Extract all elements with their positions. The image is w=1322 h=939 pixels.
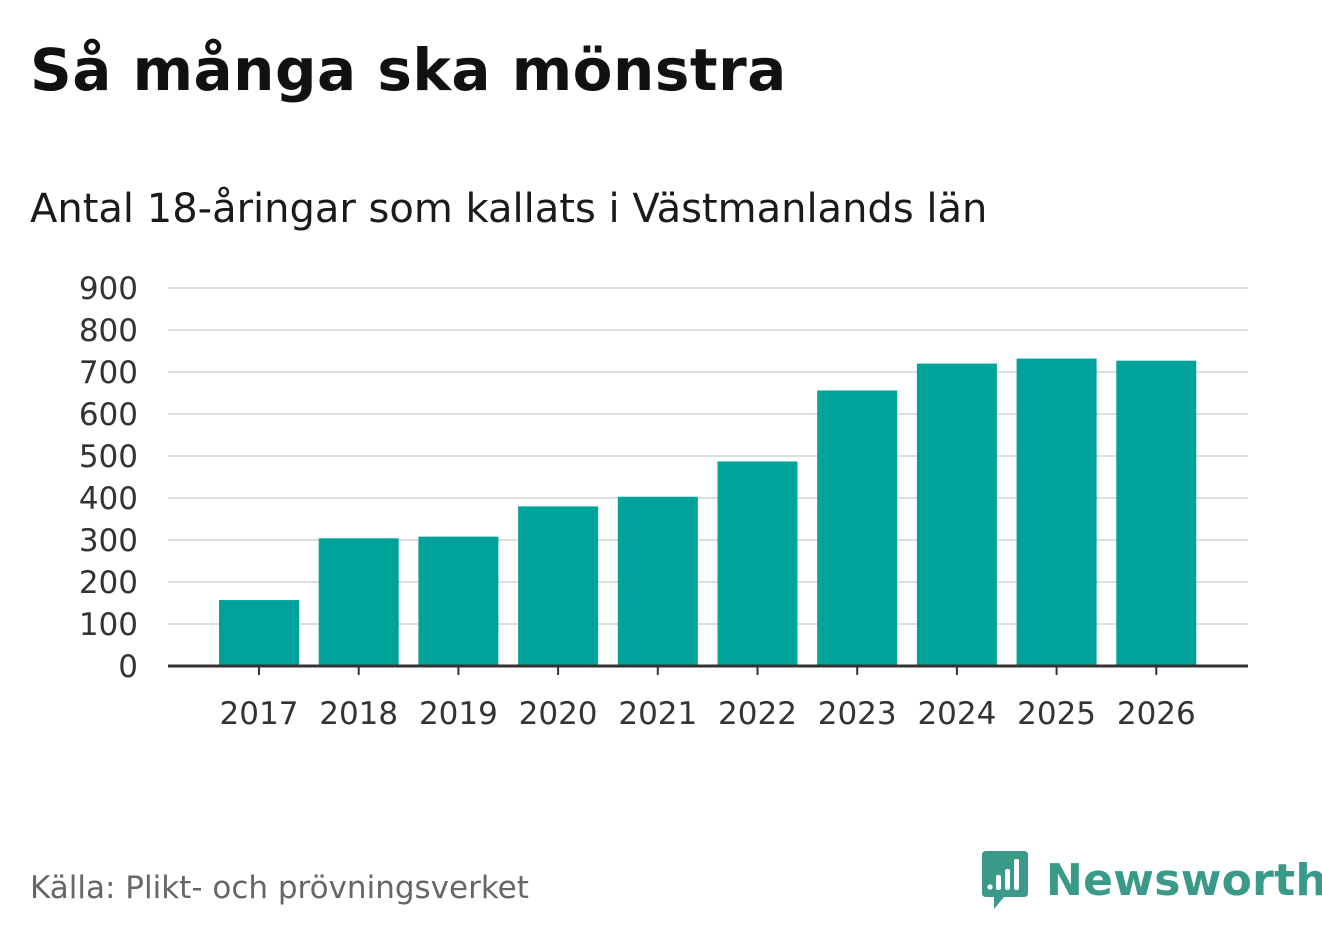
x-tick-label-2017: 2017 bbox=[220, 696, 299, 732]
chart-subtitle: Antal 18-åringar som kallats i Västmanla… bbox=[30, 186, 988, 232]
bar-2022 bbox=[717, 461, 798, 666]
bar-2017 bbox=[219, 600, 299, 666]
x-axis-tick-labels: 2017 2018 2019 2020 2021 2022 2023 2024 2025 2026 bbox=[220, 696, 1196, 732]
y-tick-label-500: 500 bbox=[79, 439, 138, 475]
x-tick-label-2021: 2021 bbox=[618, 696, 697, 732]
y-tick-label-100: 100 bbox=[79, 607, 138, 643]
y-tick-label-300: 300 bbox=[79, 523, 138, 559]
bar-2024 bbox=[916, 363, 997, 666]
brand-logo[interactable]: Newsworthy bbox=[980, 848, 1322, 912]
y-tick-label-600: 600 bbox=[79, 397, 138, 433]
bar-2019 bbox=[418, 536, 499, 666]
y-tick-label-400: 400 bbox=[79, 481, 138, 517]
bars bbox=[219, 358, 1197, 666]
brand-name: Newsworthy bbox=[1046, 854, 1322, 906]
y-axis-tick-labels: 0 100 200 300 400 500 600 700 800 900 bbox=[79, 271, 138, 685]
x-tick-label-2018: 2018 bbox=[319, 696, 398, 732]
bar-2018 bbox=[318, 538, 399, 666]
x-tick-label-2019: 2019 bbox=[419, 696, 498, 732]
y-tick-label-900: 900 bbox=[79, 271, 138, 307]
bar-2026 bbox=[1116, 360, 1197, 666]
x-tick-label-2022: 2022 bbox=[718, 696, 797, 732]
bar-2025 bbox=[1016, 358, 1097, 666]
y-tick-label-0: 0 bbox=[118, 649, 138, 685]
y-tick-label-700: 700 bbox=[79, 355, 138, 391]
x-tick-label-2025: 2025 bbox=[1017, 696, 1096, 732]
source-note: Källa: Plikt- och prövningsverket bbox=[30, 870, 529, 906]
chart-title: Så många ska mönstra bbox=[30, 36, 787, 104]
bar-chart-speech-bubble-icon bbox=[982, 851, 1028, 909]
x-axis bbox=[168, 664, 1248, 675]
y-tick-label-800: 800 bbox=[79, 313, 138, 349]
x-tick-label-2023: 2023 bbox=[818, 696, 897, 732]
bar-2020 bbox=[518, 506, 599, 666]
x-tick-label-2020: 2020 bbox=[519, 696, 598, 732]
bar-2021 bbox=[617, 496, 698, 666]
bar-2023 bbox=[817, 390, 898, 666]
x-tick-label-2024: 2024 bbox=[917, 696, 996, 732]
y-tick-label-200: 200 bbox=[79, 565, 138, 601]
x-tick-label-2026: 2026 bbox=[1117, 696, 1196, 732]
